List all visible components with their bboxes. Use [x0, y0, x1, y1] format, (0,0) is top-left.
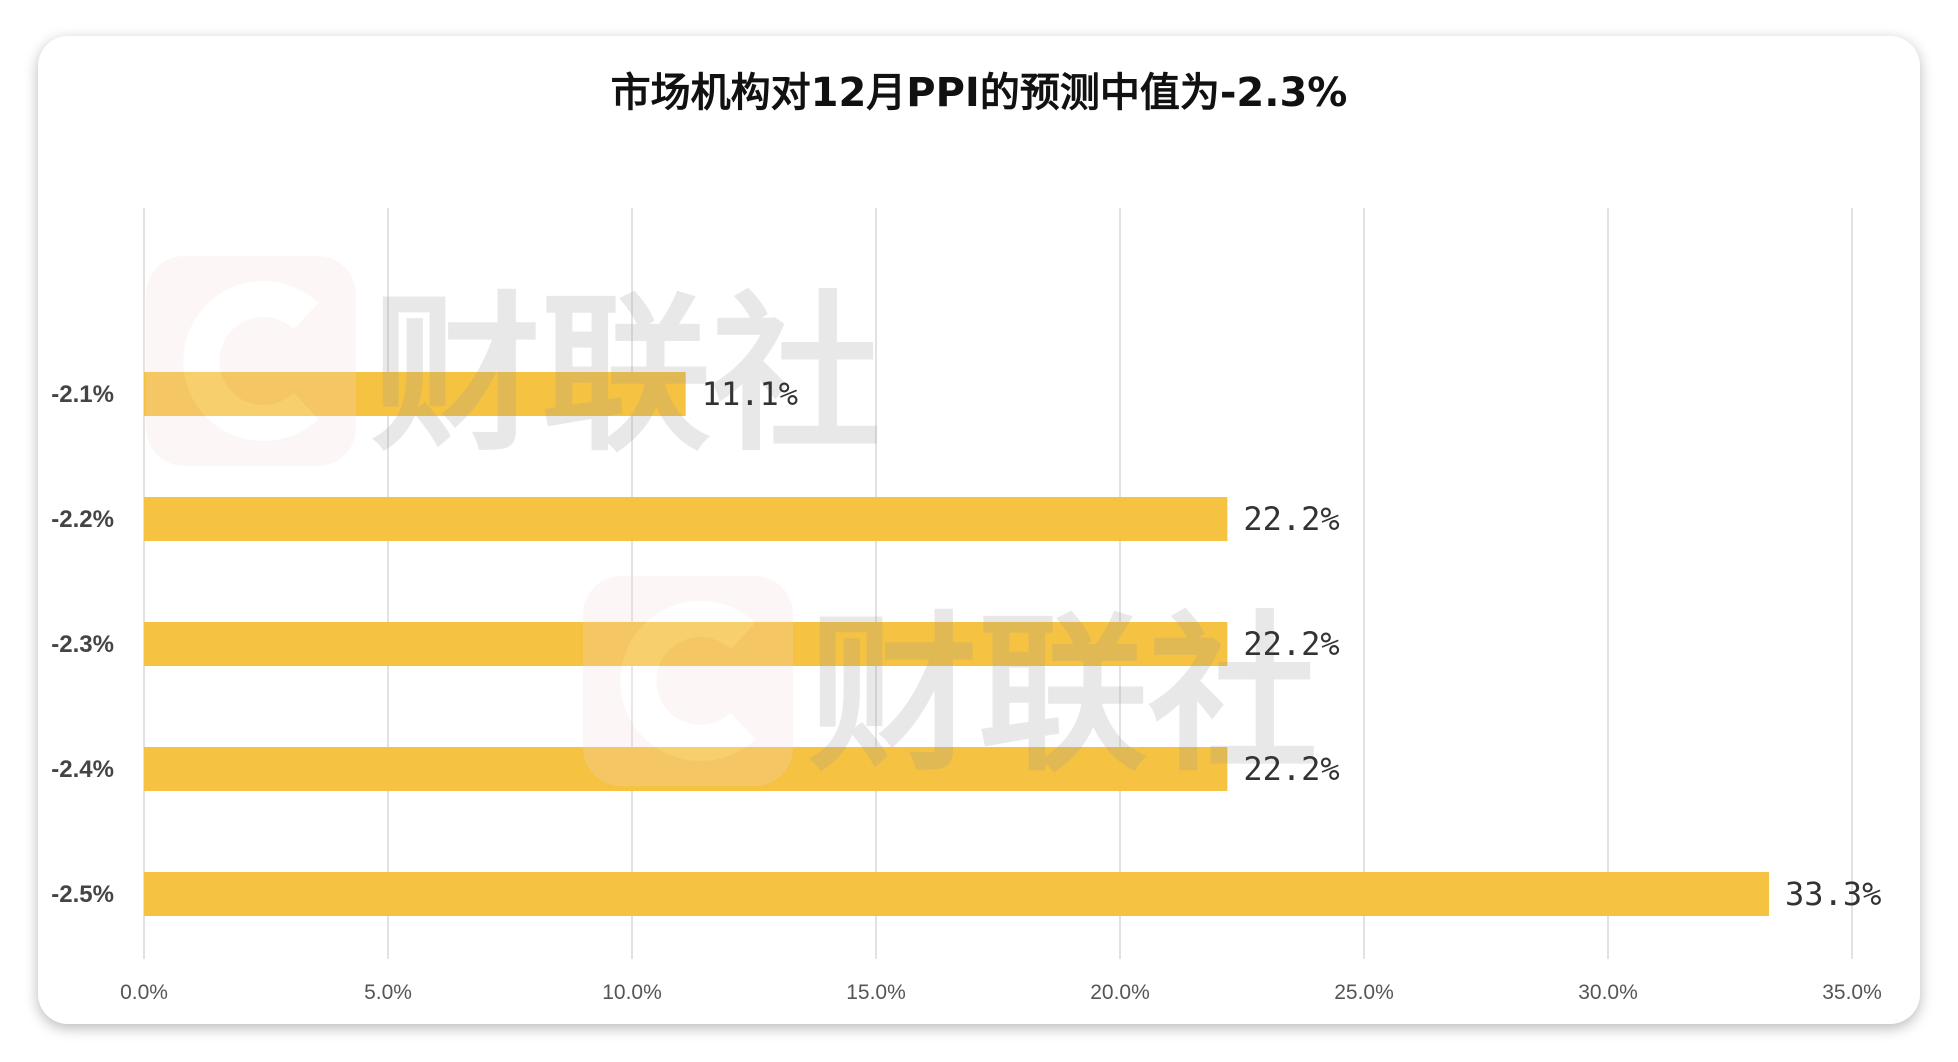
watermark-badge [146, 256, 356, 466]
bar [144, 497, 1228, 541]
bar [144, 372, 686, 416]
data-labels: 11.1% 22.2% 22.2% 22.2% 33.3% [702, 375, 1882, 913]
x-tick-label: 15.0% [846, 981, 906, 1004]
chart-card: 市场机构对12月PPI的预测中值为-2.3% 财联社 财联社 -2.1% -2.2% -… [38, 36, 1920, 1024]
category-label: -2.3% [51, 631, 114, 658]
data-label: 22.2% [1243, 750, 1339, 788]
x-tick-label: 35.0% [1822, 981, 1882, 1004]
category-label: -2.1% [51, 381, 114, 408]
x-tick-labels: 0.0% 5.0% 10.0% 15.0% 20.0% 25.0% 30.0% 35.0% [120, 981, 1882, 1004]
category-labels: -2.1% -2.2% -2.3% -2.4% -2.5% [51, 381, 114, 908]
watermark-logo: 财联社 [583, 576, 1318, 795]
x-tick-label: 20.0% [1090, 981, 1150, 1004]
watermark-badge [583, 576, 793, 786]
bar [144, 747, 1228, 791]
watermark-logo: 财联社 [146, 256, 881, 475]
data-label: 22.2% [1243, 625, 1339, 663]
x-tick-label: 25.0% [1334, 981, 1394, 1004]
x-tick-label: 30.0% [1578, 981, 1638, 1004]
category-label: -2.4% [51, 756, 114, 783]
watermark-text: 财联社 [808, 597, 1318, 795]
bars [144, 372, 1770, 916]
watermark-c-icon [620, 601, 756, 761]
category-label: -2.2% [51, 506, 114, 533]
bar [144, 872, 1770, 916]
category-label: -2.5% [51, 881, 114, 908]
watermark-text: 财联社 [371, 277, 881, 475]
watermark-c-icon [183, 281, 319, 441]
gridlines [143, 208, 1853, 959]
data-label: 11.1% [702, 375, 798, 413]
x-tick-label: 0.0% [120, 981, 168, 1004]
x-tick-label: 5.0% [364, 981, 412, 1004]
data-label: 22.2% [1243, 500, 1339, 538]
chart-title: 市场机构对12月PPI的预测中值为-2.3% [610, 70, 1348, 116]
bar-chart: 财联社财联社-2.1%-2.2%-2.3%-2.4%-2.5%11.1%22.2… [51, 208, 1882, 1004]
bar [144, 622, 1228, 666]
x-tick-label: 10.0% [602, 981, 662, 1004]
data-label: 33.3% [1785, 875, 1881, 913]
